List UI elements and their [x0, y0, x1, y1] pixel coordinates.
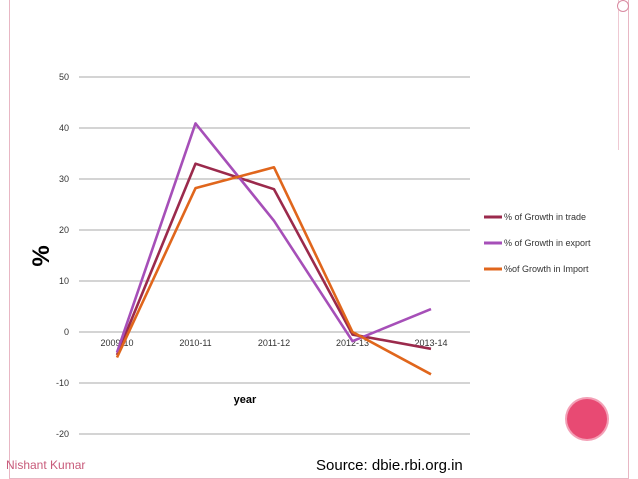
left-border-rule [9, 0, 10, 479]
y-tick-label: -20 [56, 429, 69, 439]
decorative-circle-large [567, 399, 607, 439]
decorative-circle-small [617, 0, 629, 12]
right-inner-rule [618, 0, 619, 150]
y-tick-label: 20 [59, 225, 69, 235]
x-axis-title: year [234, 394, 257, 406]
legend-label: % of Growth in export [504, 238, 591, 248]
y-tick-label: 30 [59, 174, 69, 184]
right-border-rule [628, 0, 629, 479]
series-line [115, 122, 432, 353]
y-axis-title: % [28, 245, 55, 266]
x-tick-label: 2011-12 [258, 338, 290, 348]
series-line [115, 162, 432, 356]
series-line [115, 165, 432, 376]
legend-label: %of Growth in Import [504, 264, 589, 274]
y-tick-label: 10 [59, 276, 69, 286]
y-tick-label: 0 [64, 327, 69, 337]
y-tick-label: 50 [59, 72, 69, 82]
author-name: Nishant Kumar [6, 458, 86, 472]
y-tick-label: -10 [56, 378, 69, 388]
x-tick-label: 2010-11 [179, 338, 211, 348]
x-tick-label: 2012-13 [336, 338, 369, 348]
source-citation: Source: dbie.rbi.org.in [316, 457, 463, 474]
y-tick-label: 40 [59, 123, 69, 133]
x-tick-label: 2013-14 [414, 338, 447, 348]
legend-label: % of Growth in trade [504, 212, 586, 222]
x-tick-label: 2009-10 [100, 338, 133, 348]
